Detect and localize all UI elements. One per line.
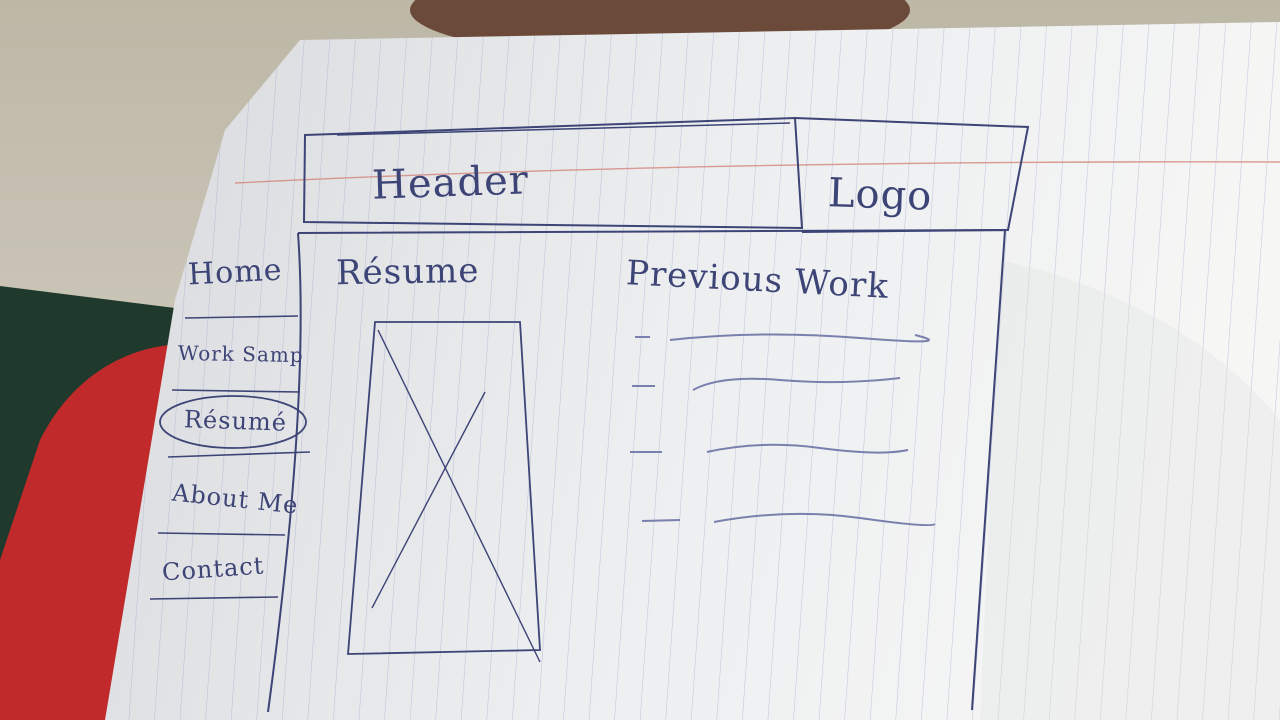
resume-title: Résume [335,250,480,294]
work-list [630,333,936,527]
header-box [302,116,804,230]
logo-label: Logo [827,170,934,220]
content-frame [297,228,1007,711]
nav-item-work-samples: Work Samp [177,340,304,368]
nav-item-resume: Résumé [183,405,288,437]
margin-rule [234,161,1280,184]
image-placeholder [347,321,541,655]
paper-rules [105,22,1280,720]
nav-item-home: Home [187,252,284,293]
nav-divider [267,232,302,713]
nav-active-highlight [159,395,307,449]
header-label: Header [371,157,530,209]
shadow [980,260,1280,720]
